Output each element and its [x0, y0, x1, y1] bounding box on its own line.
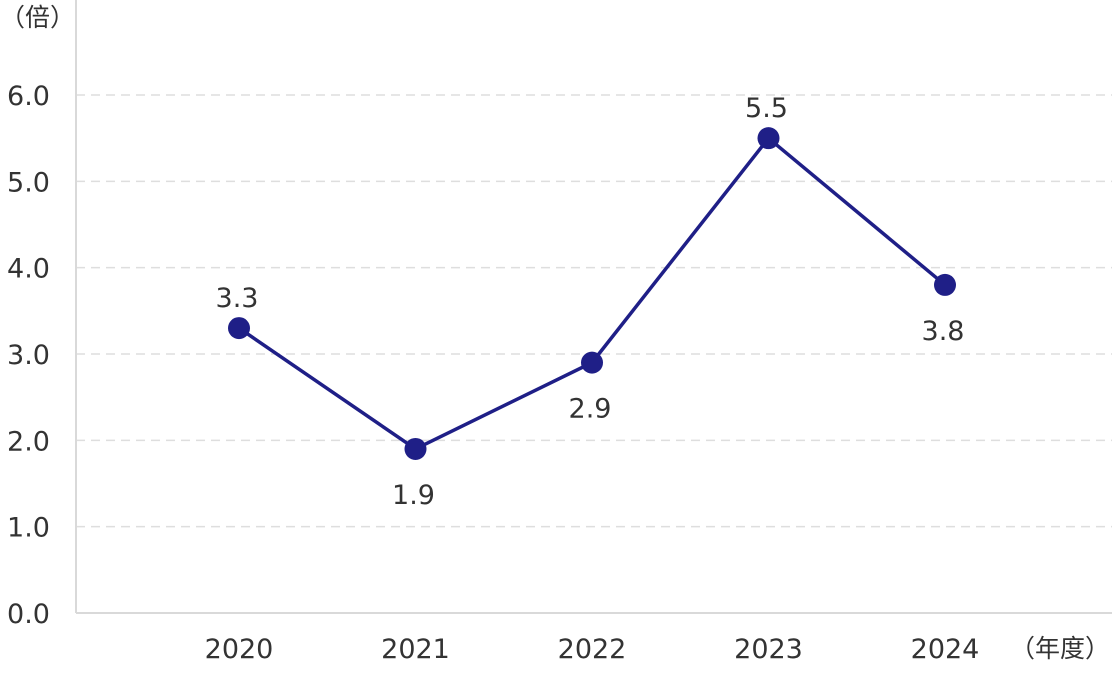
- data-point: [228, 317, 250, 340]
- y-tick-label: 4.0: [7, 254, 50, 285]
- x-tick-label: 2023: [734, 634, 803, 665]
- x-tick-labels: 2020 2021 2022 2023 2024: [205, 634, 980, 665]
- data-labels: 3.3 1.9 2.9 5.5 3.8: [216, 93, 965, 511]
- data-point: [934, 273, 956, 296]
- x-tick-label: 2024: [911, 634, 980, 665]
- x-axis-unit: （年度）: [1010, 634, 1110, 663]
- y-tick-label: 1.0: [7, 513, 50, 544]
- data-label: 3.3: [216, 283, 259, 314]
- y-tick-label: 0.0: [7, 599, 50, 630]
- x-tick-label: 2020: [205, 634, 274, 665]
- data-point: [404, 437, 427, 460]
- y-tick-label: 2.0: [7, 426, 50, 457]
- data-point: [757, 127, 780, 150]
- y-tick-label: 5.0: [7, 167, 50, 198]
- data-label: 3.8: [922, 316, 965, 347]
- series: [228, 127, 956, 460]
- axes: [75, 0, 1112, 614]
- y-tick-labels: 0.0 1.0 2.0 3.0 4.0 5.0 6.0: [7, 81, 50, 630]
- x-tick-label: 2022: [558, 634, 627, 665]
- data-label: 5.5: [745, 93, 788, 124]
- x-tick-label: 2021: [381, 634, 450, 665]
- data-label: 2.9: [569, 394, 612, 425]
- data-point: [581, 351, 603, 374]
- y-axis-unit: （倍）: [0, 3, 75, 32]
- data-label: 1.9: [392, 480, 435, 511]
- y-tick-label: 6.0: [7, 81, 50, 112]
- y-tick-label: 3.0: [7, 340, 50, 371]
